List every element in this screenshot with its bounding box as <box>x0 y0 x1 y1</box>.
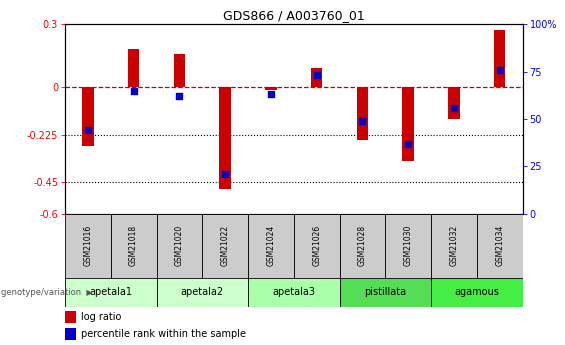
Bar <box>202 214 248 278</box>
Bar <box>311 68 323 87</box>
Bar <box>157 214 202 278</box>
Point <box>358 118 367 124</box>
Bar <box>219 87 231 189</box>
Point <box>175 93 184 99</box>
Bar <box>82 87 94 146</box>
Bar <box>294 214 340 278</box>
Text: GSM21024: GSM21024 <box>267 225 275 266</box>
Bar <box>357 87 368 140</box>
Text: genotype/variation  ▶: genotype/variation ▶ <box>1 288 93 297</box>
Bar <box>248 278 340 307</box>
Text: pistillata: pistillata <box>364 287 406 297</box>
Point <box>129 88 138 93</box>
Bar <box>477 214 523 278</box>
Point <box>450 105 459 110</box>
Bar <box>385 214 431 278</box>
Bar <box>65 278 157 307</box>
Text: GSM21022: GSM21022 <box>221 225 229 266</box>
Bar <box>111 214 157 278</box>
Bar <box>128 49 140 87</box>
Text: GSM21020: GSM21020 <box>175 225 184 266</box>
Point <box>84 128 93 133</box>
Bar <box>402 87 414 161</box>
Bar <box>265 87 277 89</box>
Bar <box>65 214 111 278</box>
Bar <box>340 278 431 307</box>
Point <box>495 67 504 72</box>
Bar <box>157 278 248 307</box>
Point <box>267 91 276 97</box>
Bar <box>431 214 477 278</box>
Title: GDS866 / A003760_01: GDS866 / A003760_01 <box>223 9 364 22</box>
Bar <box>173 54 185 87</box>
Text: log ratio: log ratio <box>81 312 121 322</box>
Text: agamous: agamous <box>454 287 499 297</box>
Text: GSM21028: GSM21028 <box>358 225 367 266</box>
Bar <box>340 214 385 278</box>
Text: apetala2: apetala2 <box>181 287 224 297</box>
Bar <box>431 278 523 307</box>
Text: apetala1: apetala1 <box>89 287 132 297</box>
Text: GSM21030: GSM21030 <box>404 225 412 266</box>
Point <box>221 171 230 177</box>
Bar <box>248 214 294 278</box>
Bar <box>448 87 460 119</box>
Bar <box>494 30 506 87</box>
Text: GSM21018: GSM21018 <box>129 225 138 266</box>
Bar <box>65 328 76 340</box>
Text: percentile rank within the sample: percentile rank within the sample <box>81 329 246 339</box>
Point <box>403 141 412 146</box>
Text: GSM21032: GSM21032 <box>450 225 458 266</box>
Text: GSM21016: GSM21016 <box>84 225 92 266</box>
Point <box>312 72 321 78</box>
Text: GSM21034: GSM21034 <box>496 225 504 266</box>
Bar <box>65 310 76 323</box>
Text: apetala3: apetala3 <box>272 287 315 297</box>
Text: GSM21026: GSM21026 <box>312 225 321 266</box>
